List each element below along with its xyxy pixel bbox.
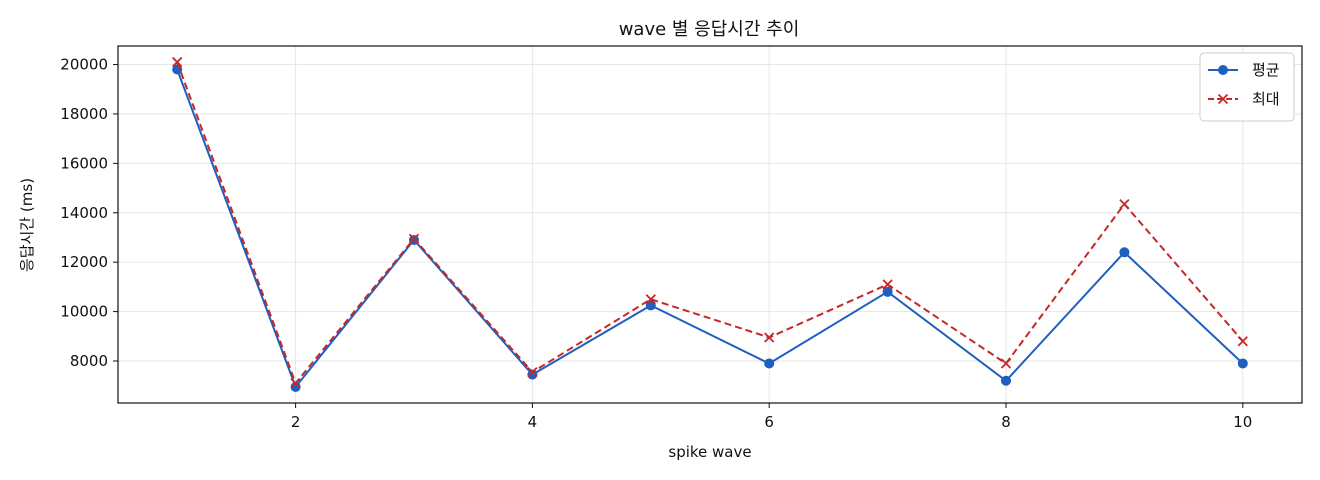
series-line	[176, 61, 1244, 386]
x-tick-label: 2	[291, 413, 301, 431]
y-tick-label: 18000	[60, 105, 108, 123]
data-point	[764, 358, 775, 369]
legend-item: 최대	[1208, 90, 1280, 108]
y-tick-label: 10000	[60, 303, 108, 321]
y-tick-label: 16000	[60, 154, 108, 172]
data-point	[290, 381, 301, 392]
y-axis-title: 응답시간 (ms)	[18, 178, 36, 272]
data-point	[1119, 247, 1130, 258]
y-tick-label: 14000	[60, 204, 108, 222]
legend-marker	[1218, 65, 1228, 75]
series-2	[172, 56, 1248, 389]
data-point	[645, 294, 656, 305]
series-line	[176, 69, 1244, 389]
legend-item: 평균	[1208, 61, 1280, 79]
legend-marker	[1217, 93, 1229, 105]
data-point	[764, 332, 775, 343]
y-tick-label: 8000	[70, 352, 108, 370]
data-point	[882, 279, 893, 290]
legend-label: 평균	[1252, 61, 1280, 79]
data-point	[1237, 358, 1248, 369]
x-tick-label: 10	[1233, 413, 1252, 431]
grid	[118, 46, 1302, 403]
x-tick-label: 8	[1001, 413, 1011, 431]
legend-box	[1199, 52, 1295, 122]
x-tick-label: 6	[764, 413, 774, 431]
chart-title: wave 별 응답시간 추이	[619, 19, 800, 40]
data-point	[408, 233, 420, 244]
data-point	[882, 286, 893, 297]
series-layer	[172, 56, 1248, 392]
data-point	[1001, 375, 1011, 386]
data-point	[290, 378, 301, 389]
data-point	[172, 56, 183, 68]
data-point	[527, 366, 538, 378]
legend-label: 최대	[1252, 90, 1280, 108]
data-point	[527, 369, 538, 380]
x-axis: 2 4 6 8 10	[291, 403, 1252, 431]
y-axis: 8000 10000 12000 14000 16000 18000 20000	[60, 56, 118, 370]
data-point	[1237, 336, 1248, 347]
y-tick-label: 20000	[60, 56, 108, 74]
x-axis-title: spike wave	[668, 443, 751, 461]
y-tick-label: 12000	[60, 253, 108, 271]
data-point	[1119, 198, 1130, 210]
data-point	[1000, 358, 1012, 369]
plot-area-frame	[117, 45, 1303, 404]
x-tick-label: 4	[528, 413, 538, 431]
